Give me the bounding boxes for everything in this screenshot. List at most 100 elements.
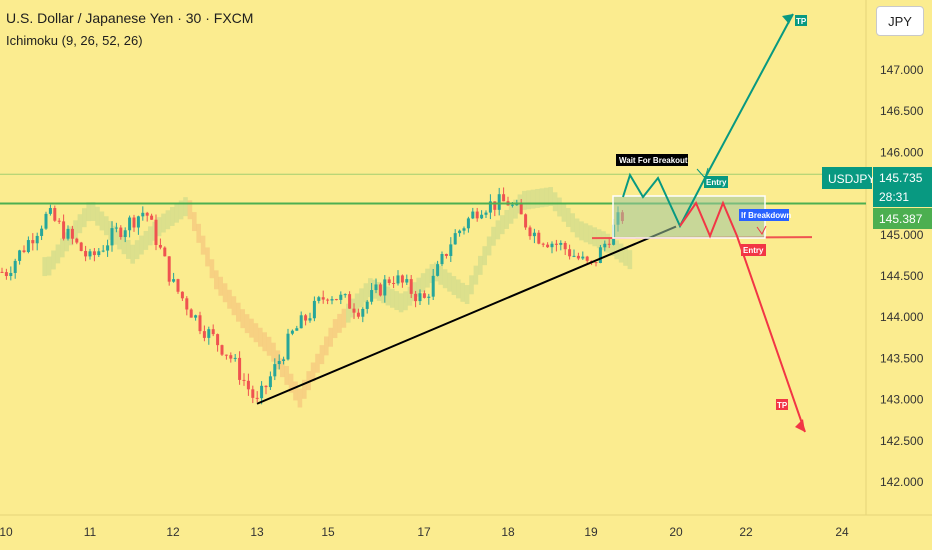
bear-candle <box>475 211 479 219</box>
entry-down-box[interactable] <box>741 244 766 256</box>
entry-up-box[interactable] <box>704 176 728 188</box>
bull-projection-path[interactable] <box>622 13 794 229</box>
bear-candle <box>132 217 136 228</box>
bull-candle <box>431 275 435 297</box>
bull-candle <box>48 208 52 214</box>
bear-candle <box>84 250 88 257</box>
bear-candle <box>576 255 580 259</box>
bear-candle <box>444 253 448 256</box>
bear-candle <box>378 284 382 296</box>
bull-candle <box>343 294 347 296</box>
bear-candle <box>392 282 396 284</box>
price-tick-label: 144.000 <box>880 310 924 324</box>
bull-candle <box>462 228 466 231</box>
bear-candle <box>594 262 598 264</box>
cloud-segment <box>218 276 223 296</box>
cloud-segment <box>174 203 179 223</box>
bull-candle <box>277 360 281 365</box>
cloud-segment <box>390 288 395 308</box>
time-tick-label: 11 <box>84 525 97 539</box>
cloud-segment <box>363 283 369 303</box>
bear-candle <box>220 345 224 355</box>
bear-candle <box>524 214 528 228</box>
cloud-segment <box>324 336 329 356</box>
time-tick-label: 22 <box>739 525 753 539</box>
cloud-segment <box>73 220 78 240</box>
bear-projection-path[interactable] <box>679 200 806 433</box>
tp-down-box[interactable] <box>776 399 788 410</box>
bull-candle <box>114 227 118 229</box>
bull-candle <box>101 250 105 252</box>
cloud-segment <box>280 358 285 378</box>
bull-candle <box>290 330 294 334</box>
bull-candle <box>488 201 492 213</box>
bear-candle <box>75 238 79 243</box>
bear-candle <box>352 308 356 313</box>
bull-candle <box>18 250 22 261</box>
cloud-segment <box>170 207 175 226</box>
bear-candle <box>537 232 541 244</box>
tp-up-label: TP <box>796 17 807 26</box>
cloud-segment <box>222 283 228 303</box>
trendline[interactable] <box>256 225 677 405</box>
bull-candle <box>123 230 127 238</box>
cloud-segment <box>588 225 593 245</box>
bear-candle <box>22 250 26 253</box>
bull-candle <box>299 315 303 329</box>
bear-candle <box>554 243 558 245</box>
bear-candle <box>229 355 233 359</box>
cloud-segment <box>42 257 47 277</box>
price-tick-label: 143.000 <box>880 393 924 407</box>
cloud-segment <box>416 277 421 297</box>
cloud-segment <box>205 247 210 267</box>
wait-label-box[interactable] <box>616 154 688 166</box>
bull-candle <box>110 228 114 246</box>
bull-candle <box>317 297 321 301</box>
time-tick-label: 17 <box>417 525 431 539</box>
cloud-segment <box>82 208 87 228</box>
cloud-segment <box>143 230 149 250</box>
bear-candle <box>92 251 96 256</box>
tp-up-box[interactable] <box>795 15 807 26</box>
cloud-segment <box>570 213 575 233</box>
bull-candle <box>436 264 440 276</box>
cloud-segment <box>552 192 558 212</box>
bear-candle <box>202 331 206 338</box>
bull-candle <box>598 247 602 263</box>
cloud-segment <box>420 273 426 293</box>
bear-candle <box>563 242 567 250</box>
bull-candle <box>480 214 484 219</box>
bear-candle <box>493 201 497 210</box>
bull-candle <box>427 296 431 298</box>
breakdown-box[interactable] <box>739 209 789 221</box>
last-price-box <box>873 167 932 207</box>
cloud-segment <box>623 246 628 266</box>
bear-candle <box>255 397 259 399</box>
cloud-segment <box>346 303 351 323</box>
cloud-segment <box>438 265 443 285</box>
cloud-segment <box>288 373 294 393</box>
bull-candle <box>268 376 272 388</box>
cloud-segment <box>196 223 201 243</box>
bear-candle <box>546 244 550 248</box>
time-axis[interactable]: 10 11 12 13 15 17 18 19 20 22 24 <box>0 525 849 539</box>
bear-candle <box>400 275 404 283</box>
cloud-segment <box>592 227 597 247</box>
bear-candle <box>0 271 4 273</box>
bear-candle <box>154 219 158 245</box>
bull-candle <box>273 364 277 377</box>
cloud-segment <box>548 187 553 206</box>
bear-candle <box>167 256 171 282</box>
cloud-segment <box>535 188 540 208</box>
bull-candle <box>88 251 92 257</box>
indicator-legend[interactable]: Ichimoku (9, 26, 52, 26) <box>6 33 143 48</box>
bull-candle <box>396 275 400 284</box>
bull-candle <box>66 228 70 239</box>
symbol-tag-box <box>822 167 872 189</box>
price-axis[interactable]: 147.000 146.500 146.000 145.000 144.500 144.0… <box>880 63 924 489</box>
cloud-segment <box>627 250 633 270</box>
cloud-segment <box>456 279 461 299</box>
price-tick-label: 142.000 <box>880 475 924 489</box>
currency-button[interactable]: JPY <box>876 6 924 36</box>
